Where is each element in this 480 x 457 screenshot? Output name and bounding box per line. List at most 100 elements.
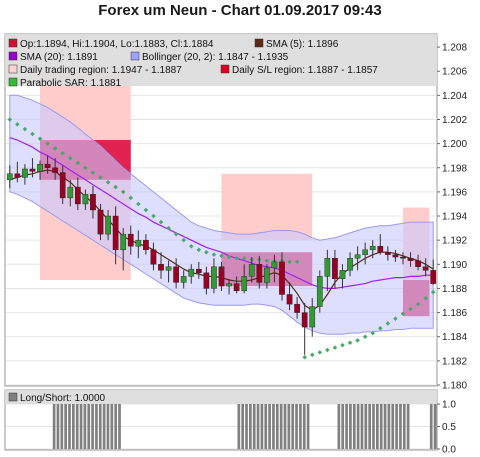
candle xyxy=(112,206,119,265)
candle xyxy=(158,252,164,279)
long-short-bar xyxy=(379,404,383,449)
candle xyxy=(22,164,28,185)
candle xyxy=(188,264,195,284)
y-tick-label: 1.208 xyxy=(442,43,467,54)
long-short-bar xyxy=(283,404,287,449)
long-short-bar xyxy=(60,404,64,449)
legend-entry: SMA (20): 1.1891 xyxy=(20,52,98,63)
lower-y-axis: 0.0 0.5 1.0 xyxy=(437,400,456,456)
long-short-bar xyxy=(383,404,387,449)
candle-body xyxy=(203,272,210,289)
lower-y-tick-label: 0.5 xyxy=(442,422,456,433)
candles xyxy=(6,155,437,355)
candle xyxy=(6,165,13,189)
sar-point xyxy=(294,259,300,265)
candle-body xyxy=(248,264,255,277)
long-short-bar xyxy=(387,404,391,449)
candle xyxy=(135,230,142,259)
sar-point xyxy=(393,316,398,321)
candle-body xyxy=(294,303,300,313)
long-short-bar xyxy=(295,404,298,449)
candle-body xyxy=(44,163,51,168)
candle-body xyxy=(347,258,353,271)
long-short-bar xyxy=(399,404,402,449)
candle xyxy=(316,270,323,313)
long-short-bar xyxy=(352,404,356,449)
y-tick-label: 1.192 xyxy=(442,236,467,247)
sar-point xyxy=(385,321,391,326)
candle-body xyxy=(158,264,164,271)
sar-point xyxy=(287,259,292,265)
sar-point xyxy=(325,347,330,353)
sar-point xyxy=(30,131,35,137)
sar-point xyxy=(105,179,111,185)
long-short-bar xyxy=(287,404,291,449)
upper-y-axis: 1.180 1.182 1.184 1.186 1.188 1.190 1.192 1.194… xyxy=(437,43,467,392)
candle-body xyxy=(309,306,316,328)
long-short-bar xyxy=(98,404,102,449)
candle-body xyxy=(218,266,225,287)
long-short-bar xyxy=(79,404,83,449)
sma20-line xyxy=(9,137,434,289)
candle xyxy=(180,270,187,289)
long-short-bar xyxy=(118,404,121,449)
sar-point xyxy=(347,340,353,346)
sar-point xyxy=(362,334,368,339)
candle-body xyxy=(316,276,323,307)
candle xyxy=(271,254,278,283)
long-short-bar xyxy=(279,404,283,449)
candle-body xyxy=(233,283,240,292)
candle-body xyxy=(150,249,157,265)
y-tick-label: 1.198 xyxy=(442,163,467,174)
candle-body xyxy=(362,249,369,255)
candle-body xyxy=(37,163,43,172)
sar-point xyxy=(68,155,73,161)
legend-swatch xyxy=(8,77,18,87)
candle-body xyxy=(415,260,421,267)
candle-body xyxy=(430,270,437,284)
long-short-bar xyxy=(245,404,248,449)
candle xyxy=(301,302,308,355)
legend-entry: Op:1.1894, Hi:1.1904, Lo:1.1883, Cl:1.18… xyxy=(20,39,214,50)
candle xyxy=(37,160,43,180)
y-tick-label: 1.190 xyxy=(442,260,467,271)
y-tick-label: 1.200 xyxy=(442,139,467,150)
long-short-bar xyxy=(252,404,256,449)
legend-swatch xyxy=(254,38,264,48)
legend-swatch xyxy=(220,64,230,74)
candle-body xyxy=(422,266,429,271)
candle xyxy=(385,246,391,261)
candle-body xyxy=(127,233,134,247)
long-short-bar xyxy=(360,404,364,449)
candle xyxy=(377,234,384,255)
candle xyxy=(150,242,157,271)
long-short-bar xyxy=(110,404,114,449)
long-short-bar xyxy=(71,404,75,449)
y-tick-label: 1.184 xyxy=(442,332,467,343)
parabolic-sar xyxy=(7,117,436,360)
candle-body xyxy=(241,276,248,292)
candle-body xyxy=(226,283,232,287)
candle xyxy=(256,255,263,289)
candle xyxy=(362,242,369,265)
long-short-bar xyxy=(337,404,341,449)
legend-entry: Parabolic SAR: 1.1881 xyxy=(20,78,122,89)
candle-body xyxy=(377,246,384,253)
long-short-bar xyxy=(249,404,252,449)
sar-point xyxy=(120,189,126,195)
sar-point xyxy=(340,342,345,348)
candle-body xyxy=(332,258,338,279)
sar-point xyxy=(430,289,436,295)
y-tick-label: 1.204 xyxy=(442,91,467,102)
long-short-bar xyxy=(364,404,368,449)
candle-body xyxy=(339,270,346,279)
candle-body xyxy=(188,268,195,277)
legend-entry: Bollinger (20, 2): 1.1847 - 1.1935 xyxy=(142,52,289,63)
daily-trading-region xyxy=(221,173,313,241)
y-tick-label: 1.182 xyxy=(442,356,467,367)
long-short-bar xyxy=(402,404,406,449)
lower-legend-box xyxy=(5,390,437,404)
long-short-bar xyxy=(87,404,91,449)
sar-point xyxy=(22,126,28,132)
candle xyxy=(415,254,421,271)
